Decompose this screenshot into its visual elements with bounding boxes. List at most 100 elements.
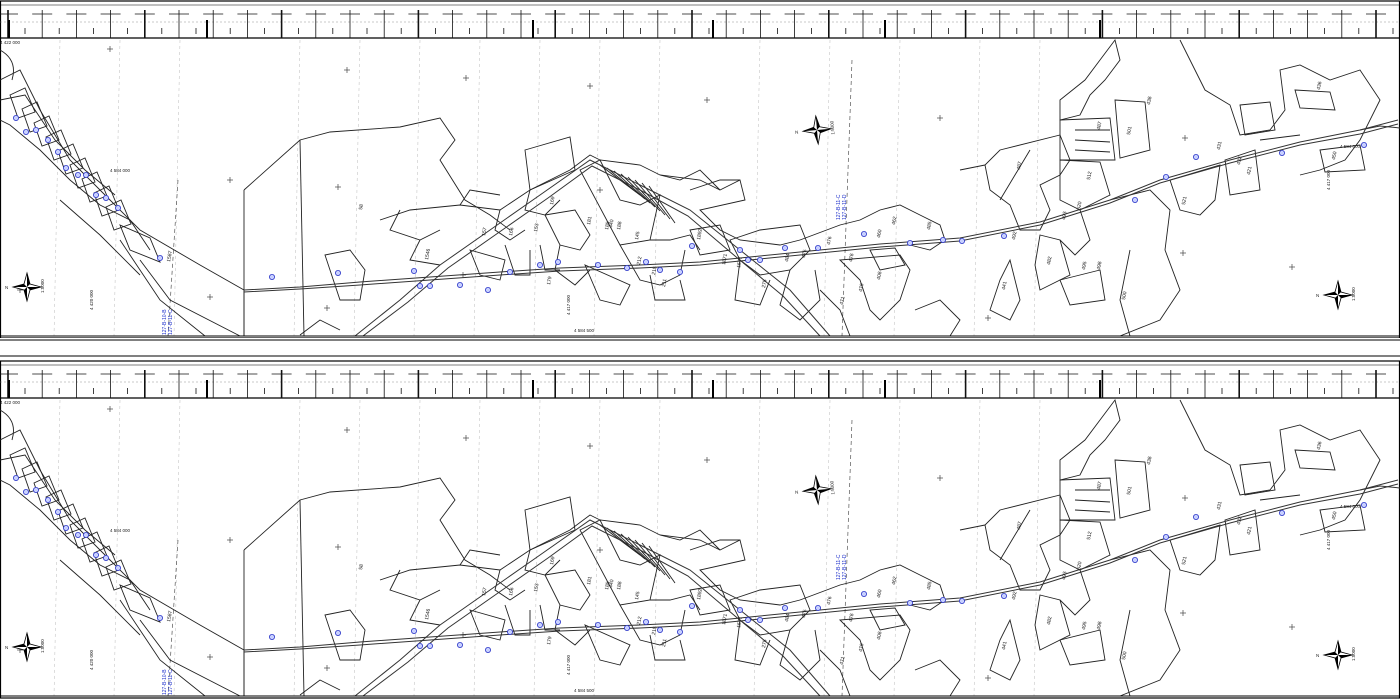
map-panel-2: 1587 58 1546 169 157 166 153 179 181 185 188 145 211… (0, 360, 1400, 699)
survey-point-circle (643, 258, 650, 265)
parcel-boundary (33, 115, 60, 147)
parcel-number: 1577 (736, 256, 744, 268)
parcel-boundary (0, 479, 151, 611)
parcel-boundary (579, 159, 661, 246)
survey-point-marker (75, 171, 82, 178)
survey-point-marker (940, 596, 947, 603)
parcel-number: 487 (1016, 521, 1023, 530)
survey-point-marker (689, 602, 696, 609)
scale-label: 1:5000 (1351, 287, 1356, 301)
survey-point-circle (103, 194, 110, 201)
parcel-boundary (1169, 524, 1221, 576)
roads (243, 119, 1400, 337)
survey-point-marker (75, 531, 82, 538)
parcel-number: 1577 (736, 616, 744, 628)
road-line (243, 479, 1399, 651)
survey-point-marker (1163, 173, 1170, 180)
compass-fill (13, 633, 41, 661)
coordinate-label: 4 584 500 (574, 328, 595, 333)
north-label: N (5, 285, 8, 290)
survey-point-marker (93, 191, 100, 198)
parcel-boundary (539, 604, 560, 631)
parcel-boundary (243, 117, 511, 231)
parcel-boundary (45, 129, 72, 161)
survey-point-circle (737, 246, 744, 253)
parcel-boundary (1059, 477, 1116, 521)
parcel-boundary (45, 489, 72, 521)
survey-point-circle (456, 641, 463, 648)
parcel-boundary (1059, 398, 1121, 481)
survey-point-circle (115, 564, 122, 571)
sheet-label: 127-B-11-D (842, 554, 848, 580)
parcel-number: 58 (358, 564, 365, 571)
survey-point-marker (643, 258, 650, 265)
parcel-number: 475 (801, 609, 808, 618)
survey-point-marker (334, 269, 341, 276)
survey-point-marker (643, 618, 650, 625)
grid-line (473, 39, 481, 337)
parcel-boundary (779, 269, 821, 321)
survey-points (12, 115, 1368, 293)
parcel-number: 431 (1216, 141, 1223, 150)
parcel-number: 1892 (696, 228, 704, 240)
sheet-label: 127-B-11-C (836, 554, 842, 580)
road-line (354, 159, 831, 337)
parcel-boundary (544, 569, 591, 611)
parcel-boundary (57, 143, 84, 175)
parcel-boundary (554, 244, 591, 286)
parcel-boundary (1074, 149, 1111, 153)
parcel-boundary (1109, 189, 1181, 337)
parcel-number: 520 (1076, 561, 1083, 570)
survey-point-marker (737, 246, 744, 253)
compass-fill (13, 273, 41, 301)
survey-point-marker (1163, 533, 1170, 540)
parcel-number: 275 (761, 639, 768, 648)
parcel-number: 521 (1181, 556, 1188, 565)
survey-point-circle (55, 148, 62, 155)
compass-fill (803, 476, 831, 504)
compass-fill (803, 116, 831, 144)
survey-point-marker (555, 258, 562, 265)
survey-point-marker (268, 273, 275, 280)
parcel-boundary (999, 149, 1031, 201)
survey-point-marker (410, 267, 417, 274)
survey-point-marker (63, 164, 70, 171)
survey-point-marker (595, 261, 602, 268)
parcel-number: 188 (616, 581, 623, 590)
survey-point-marker (959, 237, 966, 244)
parcel-boundary (1059, 629, 1106, 666)
parcel-boundary (9, 87, 36, 119)
grid-line (973, 399, 981, 697)
parcel-boundary (539, 244, 560, 271)
parcel-boundary (1239, 461, 1276, 496)
survey-point-circle (1361, 501, 1368, 508)
survey-point-circle (416, 282, 423, 289)
survey-point-circle (83, 171, 90, 178)
parcel-number: 145 (634, 591, 641, 600)
survey-point-circle (115, 204, 122, 211)
survey-point-circle (1361, 141, 1368, 148)
parcel-boundary (1109, 549, 1181, 697)
parcel-boundary (1059, 569, 1091, 616)
survey-point-circle (484, 286, 491, 293)
parcel-number: 169 (549, 556, 556, 565)
parcel-boundary (59, 199, 141, 276)
survey-point-circle (959, 237, 966, 244)
survey-point-marker (55, 508, 62, 515)
parcel-boundary (139, 619, 241, 697)
survey-point-marker (757, 616, 764, 623)
survey-point-circle (555, 618, 562, 625)
survey-point-marker (156, 254, 163, 261)
parcel-boundary (494, 209, 526, 241)
road-line (362, 165, 821, 337)
parcel-boundary (324, 249, 366, 301)
parcel-boundary (1059, 159, 1111, 211)
survey-point-circle (1163, 533, 1170, 540)
scale-label: 1:5000 (829, 120, 835, 135)
sheet-boundary-line (167, 539, 179, 697)
parcel-number: 478 (848, 253, 855, 262)
survey-point-marker (83, 531, 90, 538)
survey-point-circle (93, 191, 100, 198)
grid-line (293, 39, 301, 337)
